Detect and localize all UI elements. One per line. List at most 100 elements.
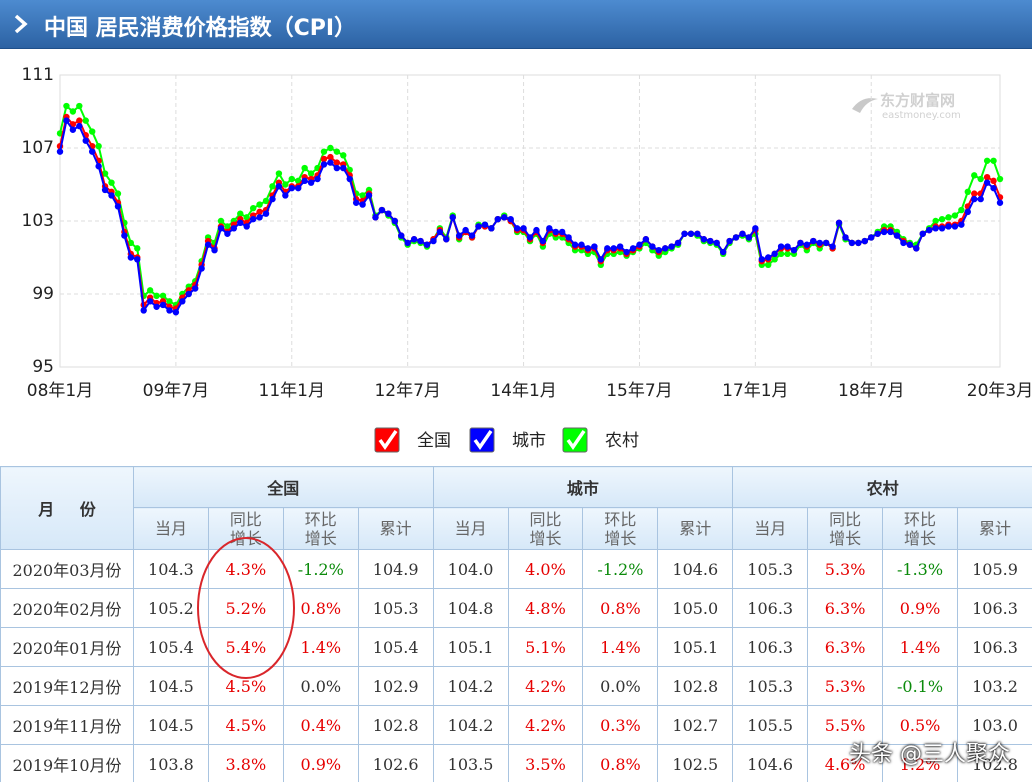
subheader-text: 当月 [454, 519, 487, 538]
data-point [275, 170, 283, 177]
subheader-text: 同比增长 [829, 509, 862, 548]
subheader: 当月 [732, 507, 809, 550]
page-title: 中国 居民消费价格指数（CPI） [44, 16, 357, 41]
legend-label: 城市 [512, 431, 546, 451]
data-point [430, 237, 437, 245]
value-cell: 105.3 [732, 666, 809, 706]
data-point [732, 234, 740, 241]
data-point [513, 225, 521, 232]
data-point [63, 117, 70, 124]
data-point [932, 217, 939, 225]
value-cell: 102.8 [357, 705, 434, 745]
data-point [829, 243, 836, 250]
data-point [951, 223, 959, 230]
data-point [558, 228, 566, 236]
data-point [262, 197, 270, 205]
data-point [539, 237, 547, 245]
data-point [520, 225, 527, 232]
value-cell: 102.9 [357, 666, 434, 706]
data-point [996, 199, 1004, 206]
value-cell: 104.2 [432, 705, 509, 745]
data-point [340, 152, 347, 159]
data-point [945, 223, 952, 230]
data-point [765, 254, 772, 261]
data-point [662, 245, 669, 252]
data-point [327, 159, 334, 166]
data-point [739, 230, 746, 237]
data-point [874, 230, 881, 237]
data-point [481, 221, 489, 228]
data-point [488, 225, 495, 232]
data-point [301, 164, 308, 172]
month-header: 月份 [0, 466, 134, 550]
data-point [359, 192, 366, 199]
data-point [76, 102, 83, 110]
data-row: 2019年11月份 104.5 4.5% 0.4% 102.8 104.2 4.2% 0.3%… [0, 705, 1032, 745]
value-cell: 102.7 [657, 705, 734, 745]
data-point [687, 230, 695, 237]
data-point [153, 303, 160, 310]
value-cell: 105.5 [732, 705, 809, 745]
data-point [971, 172, 978, 179]
value-cell: 5.2% [207, 588, 284, 628]
data-point [333, 164, 341, 172]
data-point [269, 195, 276, 203]
data-point [108, 192, 115, 199]
subheader: 当月 [432, 507, 509, 550]
data-point [765, 261, 772, 268]
data-point [455, 232, 463, 239]
data-point [842, 234, 849, 241]
data-point [784, 250, 791, 258]
data-point [990, 177, 997, 185]
data-point [681, 230, 688, 237]
legend-check [566, 430, 586, 451]
data-point [333, 148, 341, 155]
group-header: 城市 [432, 466, 734, 508]
data-point [932, 225, 939, 232]
data-point [398, 232, 405, 239]
value-cell: 0.3% [582, 705, 659, 745]
data-point [237, 219, 244, 227]
data-point [777, 243, 785, 250]
month-cell: 2019年10月份 [0, 744, 134, 782]
month-cell: 2019年11月份 [0, 705, 134, 745]
subheader-text: 累计 [679, 519, 712, 538]
value-cell: 106.3 [732, 627, 809, 667]
data-point [983, 174, 991, 181]
data-row: 2020年03月份 104.3 4.3% -1.2% 104.9 104.0 4.0% -1.… [0, 549, 1032, 589]
subheader: 累计 [357, 507, 434, 550]
data-point [835, 219, 843, 227]
data-point [307, 179, 315, 186]
value-cell: 0.4% [282, 705, 359, 745]
value-cell: 102.8 [657, 666, 734, 706]
value-cell: 103.2 [956, 666, 1032, 706]
data-point [958, 221, 965, 228]
data-point [327, 153, 334, 161]
watermark-logo: 东方财富网 eastmoney.com [852, 92, 961, 121]
data-point [591, 243, 598, 250]
value-cell: 104.6 [732, 744, 809, 782]
data-point [365, 192, 373, 199]
data-point [282, 192, 289, 199]
value-cell: 5.1% [507, 627, 584, 667]
data-point [990, 184, 997, 192]
value-cell: 105.4 [357, 627, 434, 667]
legend-item: 全国 [374, 427, 451, 453]
value-cell: -0.1% [882, 666, 958, 706]
data-point [243, 214, 250, 221]
data-point [237, 210, 244, 217]
subheader: 环比增长 [582, 507, 659, 550]
x-tick-label: 15年7月 [606, 381, 672, 401]
data-point [700, 236, 708, 243]
subheader: 累计 [657, 507, 734, 550]
data-point [159, 301, 167, 309]
data-point [616, 243, 624, 250]
data-point [951, 212, 959, 219]
legend-check [473, 430, 493, 451]
data-point [378, 206, 386, 214]
legend-label: 全国 [417, 431, 451, 451]
value-cell: 105.4 [133, 627, 209, 667]
value-cell: 0.8% [282, 588, 359, 628]
value-cell: 5.3% [807, 549, 884, 589]
data-point [810, 237, 817, 245]
